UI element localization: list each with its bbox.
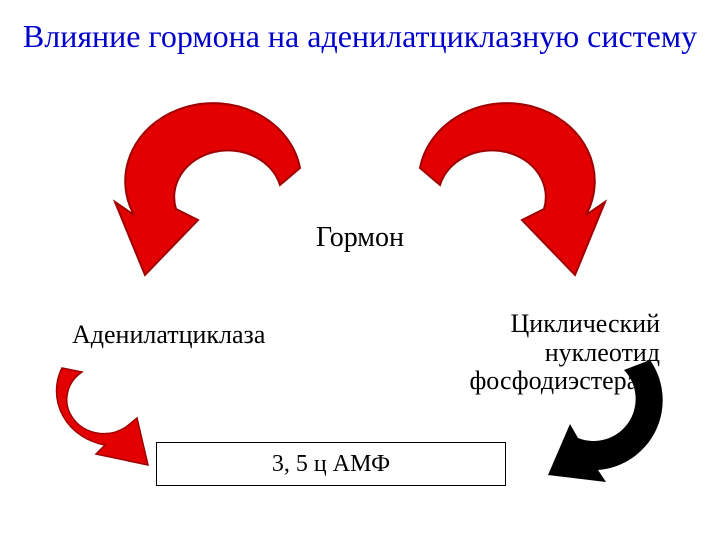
right-label-line3: фосфодиэстераза [469,366,660,395]
right-label-line2: нуклеотид [545,338,660,367]
result-label: 3, 5 ц АМФ [272,451,390,478]
lower-left-arrow [56,368,148,465]
page-title: Влияние гормона на аденилатциклазную сис… [0,18,720,55]
result-box: 3, 5 ц АМФ [156,442,506,486]
right-label-line1: Циклический [511,309,660,338]
hormone-label: Гормон [0,222,720,254]
adenylate-cyclase-label: Аденилатциклаза [72,320,265,350]
phosphodiesterase-label: Циклический нуклеотид фосфодиэстераза [469,310,660,396]
